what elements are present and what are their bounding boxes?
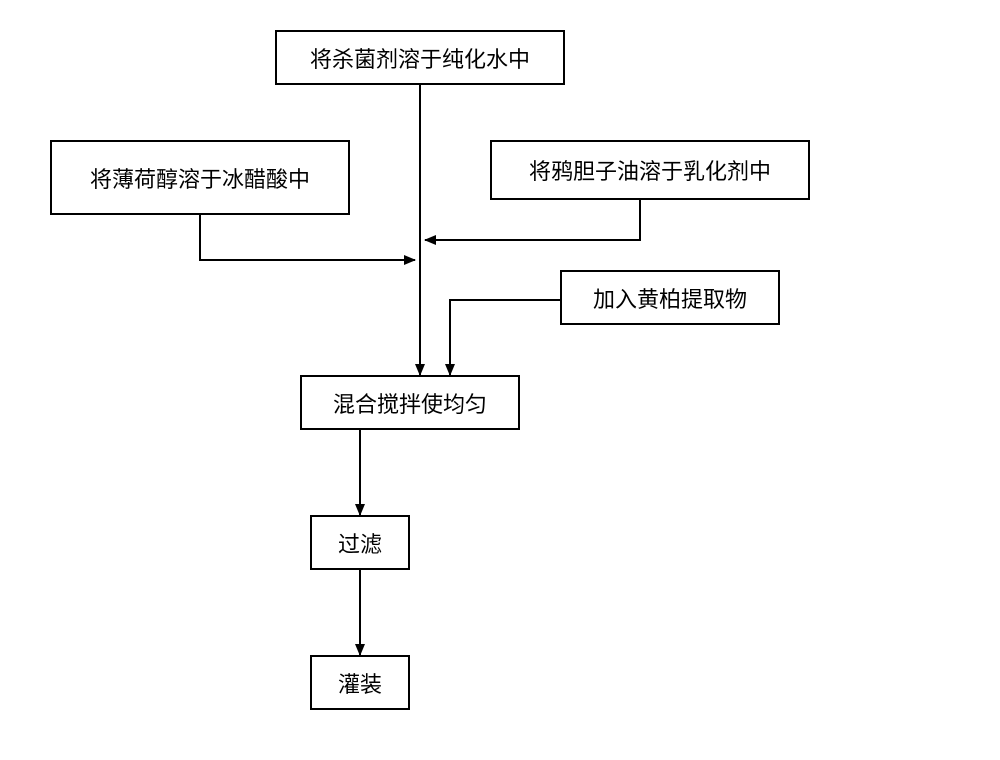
node-label: 将鸦胆子油溶于乳化剂中 — [529, 154, 771, 186]
edge-addHuangbo-to-mix — [450, 300, 560, 375]
node-label: 加入黄柏提取物 — [593, 282, 747, 314]
node-label: 混合搅拌使均匀 — [333, 387, 487, 419]
node-dissolve-menthol: 将薄荷醇溶于冰醋酸中 — [50, 140, 350, 215]
node-fill: 灌装 — [310, 655, 410, 710]
node-label: 灌装 — [338, 667, 382, 699]
node-add-huangbo-extract: 加入黄柏提取物 — [560, 270, 780, 325]
node-dissolve-bruceaoil: 将鸦胆子油溶于乳化剂中 — [490, 140, 810, 200]
edge-left-to-center — [200, 215, 415, 260]
node-filter: 过滤 — [310, 515, 410, 570]
node-mix-stir: 混合搅拌使均匀 — [300, 375, 520, 430]
node-label: 过滤 — [338, 527, 382, 559]
node-dissolve-bactericide: 将杀菌剂溶于纯化水中 — [275, 30, 565, 85]
node-label: 将杀菌剂溶于纯化水中 — [310, 42, 530, 74]
node-label: 将薄荷醇溶于冰醋酸中 — [90, 162, 310, 194]
edge-right-to-center — [425, 200, 640, 240]
flowchart-canvas: 将杀菌剂溶于纯化水中 将薄荷醇溶于冰醋酸中 将鸦胆子油溶于乳化剂中 加入黄柏提取… — [0, 0, 1000, 760]
